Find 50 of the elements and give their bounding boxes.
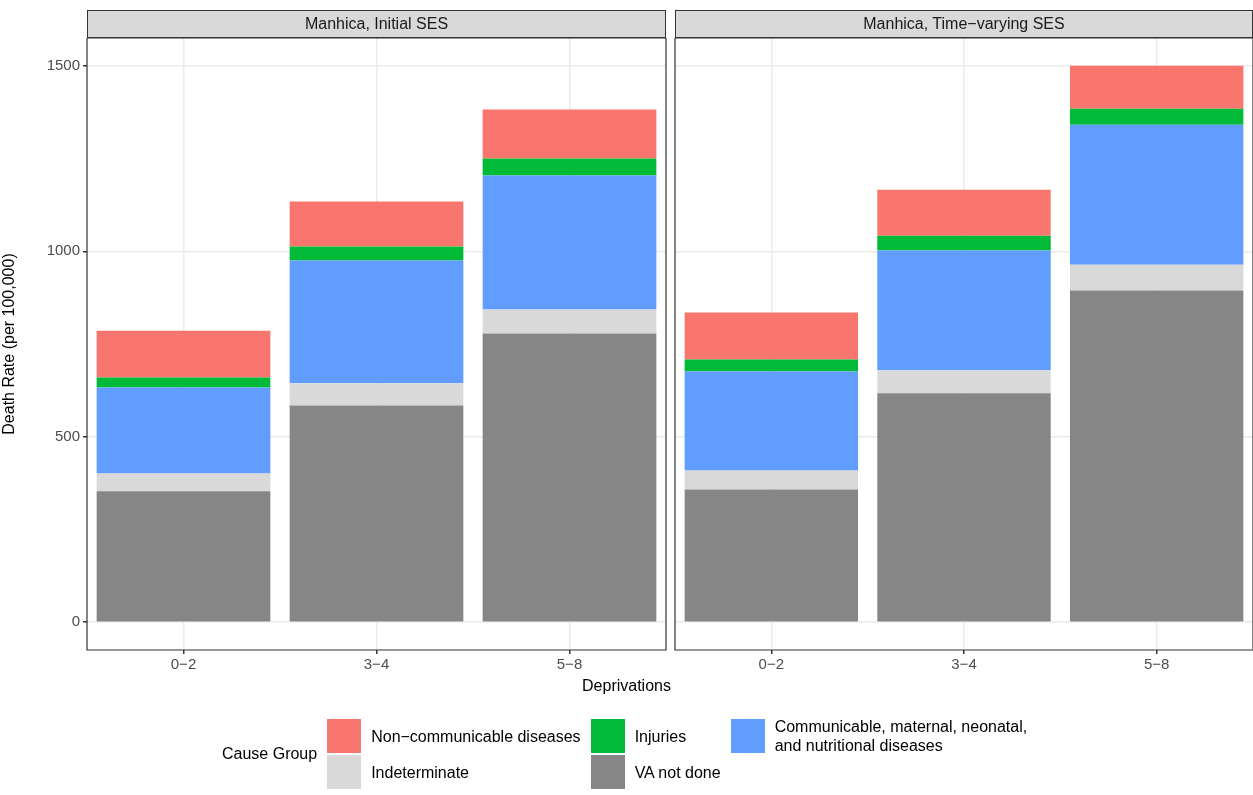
bar (684, 359, 859, 372)
bar (96, 491, 271, 622)
bar (1069, 290, 1244, 622)
legend-label: Indeterminate (371, 762, 470, 782)
y-tick-label: 1500 (46, 55, 80, 73)
legend-label: Communicable, maternal, neonatal, and nutritional diseases (774, 717, 1029, 755)
x-tick-label: 5−8 (556, 655, 583, 673)
x-tick-label: 0−2 (758, 655, 785, 673)
y-axis-title: Death Rate (per 100,000) (0, 253, 18, 435)
bar (289, 201, 464, 247)
chart-title: Manhica, Initial SES (87, 10, 666, 38)
bar (289, 405, 464, 622)
x-tick-label: 3−4 (363, 655, 390, 673)
legend-label: Non−communicable diseases (371, 726, 581, 746)
bar (684, 312, 859, 360)
bar (877, 370, 1051, 394)
bar (96, 330, 271, 378)
bar (96, 377, 271, 388)
x-tick-label: 3−4 (951, 655, 977, 673)
chart-title: Manhica, Time−varying SES (675, 10, 1253, 38)
x-tick-label: 5−8 (1143, 655, 1170, 673)
bar (877, 393, 1051, 622)
bar (684, 470, 859, 490)
bar (96, 473, 271, 492)
bar (482, 175, 657, 310)
bar (289, 246, 464, 261)
bar (289, 383, 464, 406)
bar (482, 109, 657, 159)
bar (1069, 65, 1244, 109)
bar (482, 158, 657, 176)
bar (289, 260, 464, 384)
bar (877, 189, 1051, 236)
legend-label: VA not done (634, 762, 721, 782)
legend-label: Injuries (634, 726, 687, 746)
bar (482, 309, 657, 334)
y-tick-label: 1000 (46, 241, 80, 259)
x-axis-title: Deprivations (581, 677, 672, 695)
x-tick-label: 0−2 (170, 655, 197, 673)
bar (877, 235, 1051, 251)
bar (96, 387, 271, 474)
y-tick-label: 0 (71, 612, 80, 630)
bar (684, 489, 859, 622)
bar (877, 250, 1051, 371)
bar (684, 371, 859, 471)
bar (1069, 264, 1244, 291)
bar (1069, 124, 1244, 265)
bar (482, 333, 657, 622)
bar (1069, 108, 1244, 125)
legend-title: Cause Group (222, 745, 318, 763)
y-tick-label: 500 (54, 426, 80, 444)
